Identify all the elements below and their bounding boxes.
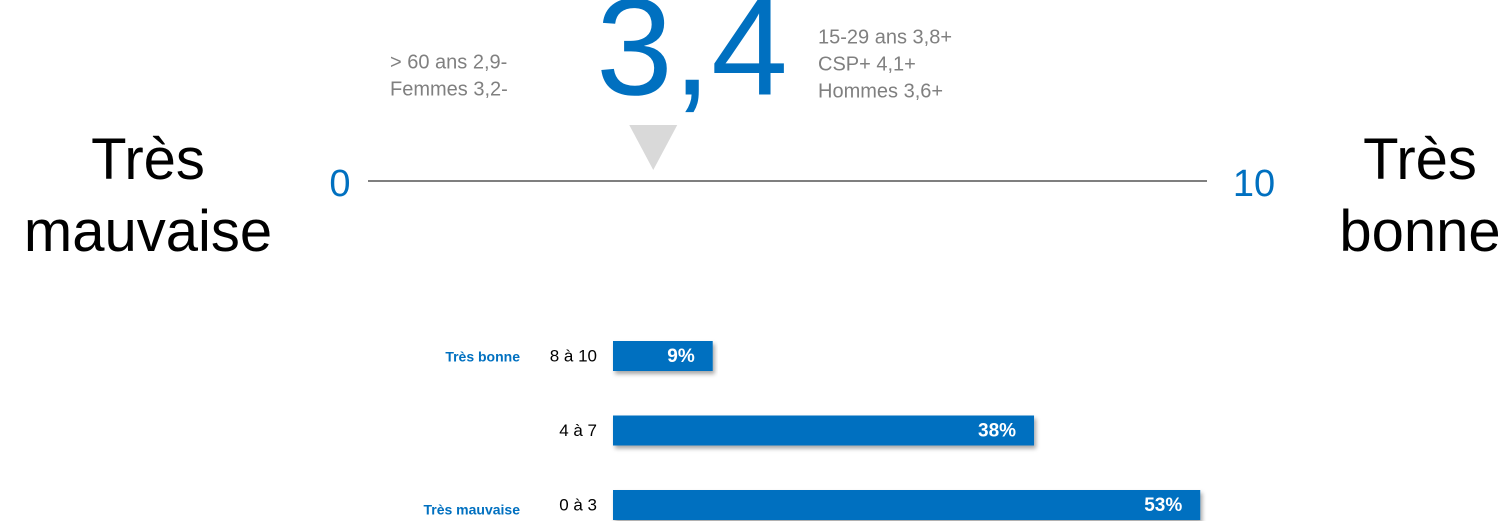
- group-label: Très mauvaise: [423, 502, 520, 518]
- category-label: 8 à 10: [550, 346, 597, 365]
- value-label: 53%: [1144, 495, 1182, 516]
- right-note: CSP+ 4,1+: [818, 53, 916, 75]
- scale-min: 0: [329, 163, 350, 205]
- max-label: Très bonne: [1339, 127, 1501, 264]
- min-label: Très mauvaise: [23, 127, 273, 264]
- left-note: > 60 ans 2,9-: [390, 51, 507, 73]
- group-label: Très bonne: [445, 349, 520, 365]
- left-note: Femmes 3,2-: [390, 78, 508, 100]
- value-label: 38%: [978, 421, 1016, 442]
- score-marker: [629, 125, 678, 170]
- bar: [613, 415, 1035, 446]
- right-note: Hommes 3,6+: [818, 80, 943, 102]
- bar: [613, 341, 713, 371]
- score: 3,4: [596, 0, 788, 124]
- category-label: 0 à 3: [559, 495, 597, 514]
- category-label: 4 à 7: [559, 421, 597, 440]
- scale-max: 10: [1233, 163, 1275, 205]
- right-note: 15-29 ans 3,8+: [818, 26, 952, 48]
- bar: [613, 490, 1201, 520]
- value-label: 9%: [667, 346, 695, 367]
